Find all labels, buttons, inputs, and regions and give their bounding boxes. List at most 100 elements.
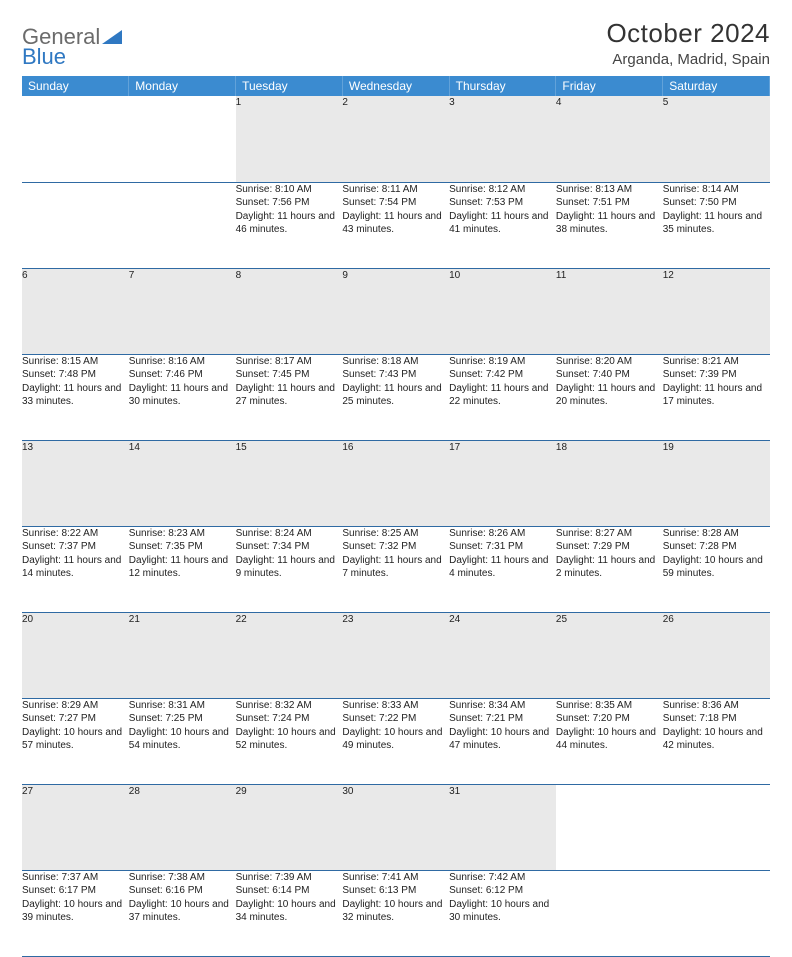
sunset-line: Sunset: 7:39 PM (663, 368, 770, 382)
day-number-cell (556, 784, 663, 870)
daylight-line: Daylight: 11 hours and 20 minutes. (556, 382, 663, 409)
daylight-line: Daylight: 10 hours and 57 minutes. (22, 726, 129, 753)
weekday-header: Saturday (663, 76, 770, 96)
sunrise-line: Sunrise: 8:18 AM (342, 355, 449, 369)
day-number-cell: 30 (342, 784, 449, 870)
calendar-table: Sunday Monday Tuesday Wednesday Thursday… (22, 76, 770, 957)
sunrise-line: Sunrise: 7:41 AM (342, 871, 449, 885)
day-number-cell (22, 96, 129, 182)
day-body-cell: Sunrise: 8:33 AMSunset: 7:22 PMDaylight:… (342, 698, 449, 784)
day-number-cell: 21 (129, 612, 236, 698)
sunset-line: Sunset: 7:24 PM (236, 712, 343, 726)
daylight-line: Daylight: 10 hours and 42 minutes. (663, 726, 770, 753)
sunset-line: Sunset: 7:42 PM (449, 368, 556, 382)
day-number-row: 6789101112 (22, 268, 770, 354)
sunset-line: Sunset: 6:16 PM (129, 884, 236, 898)
daylight-line: Daylight: 11 hours and 46 minutes. (236, 210, 343, 237)
sunrise-line: Sunrise: 8:27 AM (556, 527, 663, 541)
day-number-cell: 13 (22, 440, 129, 526)
day-body-cell: Sunrise: 8:23 AMSunset: 7:35 PMDaylight:… (129, 526, 236, 612)
sunset-line: Sunset: 7:54 PM (342, 196, 449, 210)
day-body-cell: Sunrise: 8:26 AMSunset: 7:31 PMDaylight:… (449, 526, 556, 612)
sunrise-line: Sunrise: 8:19 AM (449, 355, 556, 369)
daylight-line: Daylight: 10 hours and 54 minutes. (129, 726, 236, 753)
daylight-line: Daylight: 11 hours and 22 minutes. (449, 382, 556, 409)
day-number-cell: 27 (22, 784, 129, 870)
day-body-cell: Sunrise: 8:16 AMSunset: 7:46 PMDaylight:… (129, 354, 236, 440)
daylight-line: Daylight: 10 hours and 47 minutes. (449, 726, 556, 753)
day-number-cell: 2 (342, 96, 449, 182)
sunset-line: Sunset: 7:40 PM (556, 368, 663, 382)
day-body-cell: Sunrise: 8:12 AMSunset: 7:53 PMDaylight:… (449, 182, 556, 268)
day-number-cell: 20 (22, 612, 129, 698)
day-body-cell: Sunrise: 8:15 AMSunset: 7:48 PMDaylight:… (22, 354, 129, 440)
day-body-cell (663, 870, 770, 956)
day-body-cell (129, 182, 236, 268)
sunrise-line: Sunrise: 8:15 AM (22, 355, 129, 369)
day-body-cell: Sunrise: 8:11 AMSunset: 7:54 PMDaylight:… (342, 182, 449, 268)
day-body-cell: Sunrise: 8:22 AMSunset: 7:37 PMDaylight:… (22, 526, 129, 612)
day-number-row: 2728293031 (22, 784, 770, 870)
day-body-cell: Sunrise: 8:36 AMSunset: 7:18 PMDaylight:… (663, 698, 770, 784)
daylight-line: Daylight: 10 hours and 30 minutes. (449, 898, 556, 925)
day-body-cell: Sunrise: 7:38 AMSunset: 6:16 PMDaylight:… (129, 870, 236, 956)
day-number-cell: 10 (449, 268, 556, 354)
sunset-line: Sunset: 7:22 PM (342, 712, 449, 726)
sunset-line: Sunset: 7:29 PM (556, 540, 663, 554)
daylight-line: Daylight: 11 hours and 30 minutes. (129, 382, 236, 409)
sunset-line: Sunset: 7:31 PM (449, 540, 556, 554)
sunrise-line: Sunrise: 8:17 AM (236, 355, 343, 369)
day-body-cell: Sunrise: 8:28 AMSunset: 7:28 PMDaylight:… (663, 526, 770, 612)
day-number-cell: 5 (663, 96, 770, 182)
sunrise-line: Sunrise: 8:20 AM (556, 355, 663, 369)
day-number-cell: 4 (556, 96, 663, 182)
sunrise-line: Sunrise: 8:31 AM (129, 699, 236, 713)
day-number-cell: 7 (129, 268, 236, 354)
day-body-row: Sunrise: 8:22 AMSunset: 7:37 PMDaylight:… (22, 526, 770, 612)
day-body-cell: Sunrise: 8:13 AMSunset: 7:51 PMDaylight:… (556, 182, 663, 268)
day-body-cell: Sunrise: 8:10 AMSunset: 7:56 PMDaylight:… (236, 182, 343, 268)
sunset-line: Sunset: 7:56 PM (236, 196, 343, 210)
sunrise-line: Sunrise: 8:14 AM (663, 183, 770, 197)
sunset-line: Sunset: 6:17 PM (22, 884, 129, 898)
sunrise-line: Sunrise: 8:36 AM (663, 699, 770, 713)
sunset-line: Sunset: 7:35 PM (129, 540, 236, 554)
daylight-line: Daylight: 10 hours and 49 minutes. (342, 726, 449, 753)
day-number-cell: 14 (129, 440, 236, 526)
day-number-cell: 23 (342, 612, 449, 698)
day-number-cell: 24 (449, 612, 556, 698)
day-body-cell: Sunrise: 8:25 AMSunset: 7:32 PMDaylight:… (342, 526, 449, 612)
day-body-cell: Sunrise: 7:37 AMSunset: 6:17 PMDaylight:… (22, 870, 129, 956)
sunset-line: Sunset: 7:25 PM (129, 712, 236, 726)
sunrise-line: Sunrise: 8:21 AM (663, 355, 770, 369)
title-block: October 2024 Arganda, Madrid, Spain (606, 18, 770, 68)
sunrise-line: Sunrise: 7:42 AM (449, 871, 556, 885)
sunrise-line: Sunrise: 8:11 AM (342, 183, 449, 197)
weekday-header: Sunday (22, 76, 129, 96)
day-body-cell: Sunrise: 8:14 AMSunset: 7:50 PMDaylight:… (663, 182, 770, 268)
header: General October 2024 Arganda, Madrid, Sp… (22, 18, 770, 68)
weekday-header: Friday (556, 76, 663, 96)
daylight-line: Daylight: 11 hours and 2 minutes. (556, 554, 663, 581)
daylight-line: Daylight: 11 hours and 43 minutes. (342, 210, 449, 237)
day-body-cell: Sunrise: 8:34 AMSunset: 7:21 PMDaylight:… (449, 698, 556, 784)
sunset-line: Sunset: 7:21 PM (449, 712, 556, 726)
day-number-cell: 11 (556, 268, 663, 354)
day-number-cell: 26 (663, 612, 770, 698)
day-number-cell: 8 (236, 268, 343, 354)
day-number-cell: 6 (22, 268, 129, 354)
day-body-row: Sunrise: 8:15 AMSunset: 7:48 PMDaylight:… (22, 354, 770, 440)
daylight-line: Daylight: 11 hours and 27 minutes. (236, 382, 343, 409)
day-body-cell: Sunrise: 8:21 AMSunset: 7:39 PMDaylight:… (663, 354, 770, 440)
day-number-cell: 12 (663, 268, 770, 354)
sunset-line: Sunset: 7:53 PM (449, 196, 556, 210)
day-body-cell: Sunrise: 7:42 AMSunset: 6:12 PMDaylight:… (449, 870, 556, 956)
sunrise-line: Sunrise: 8:33 AM (342, 699, 449, 713)
day-number-row: 13141516171819 (22, 440, 770, 526)
sunset-line: Sunset: 7:46 PM (129, 368, 236, 382)
day-body-cell: Sunrise: 7:41 AMSunset: 6:13 PMDaylight:… (342, 870, 449, 956)
day-body-row: Sunrise: 7:37 AMSunset: 6:17 PMDaylight:… (22, 870, 770, 956)
logo-triangle-icon (102, 28, 124, 46)
day-number-row: 12345 (22, 96, 770, 182)
daylight-line: Daylight: 10 hours and 39 minutes. (22, 898, 129, 925)
